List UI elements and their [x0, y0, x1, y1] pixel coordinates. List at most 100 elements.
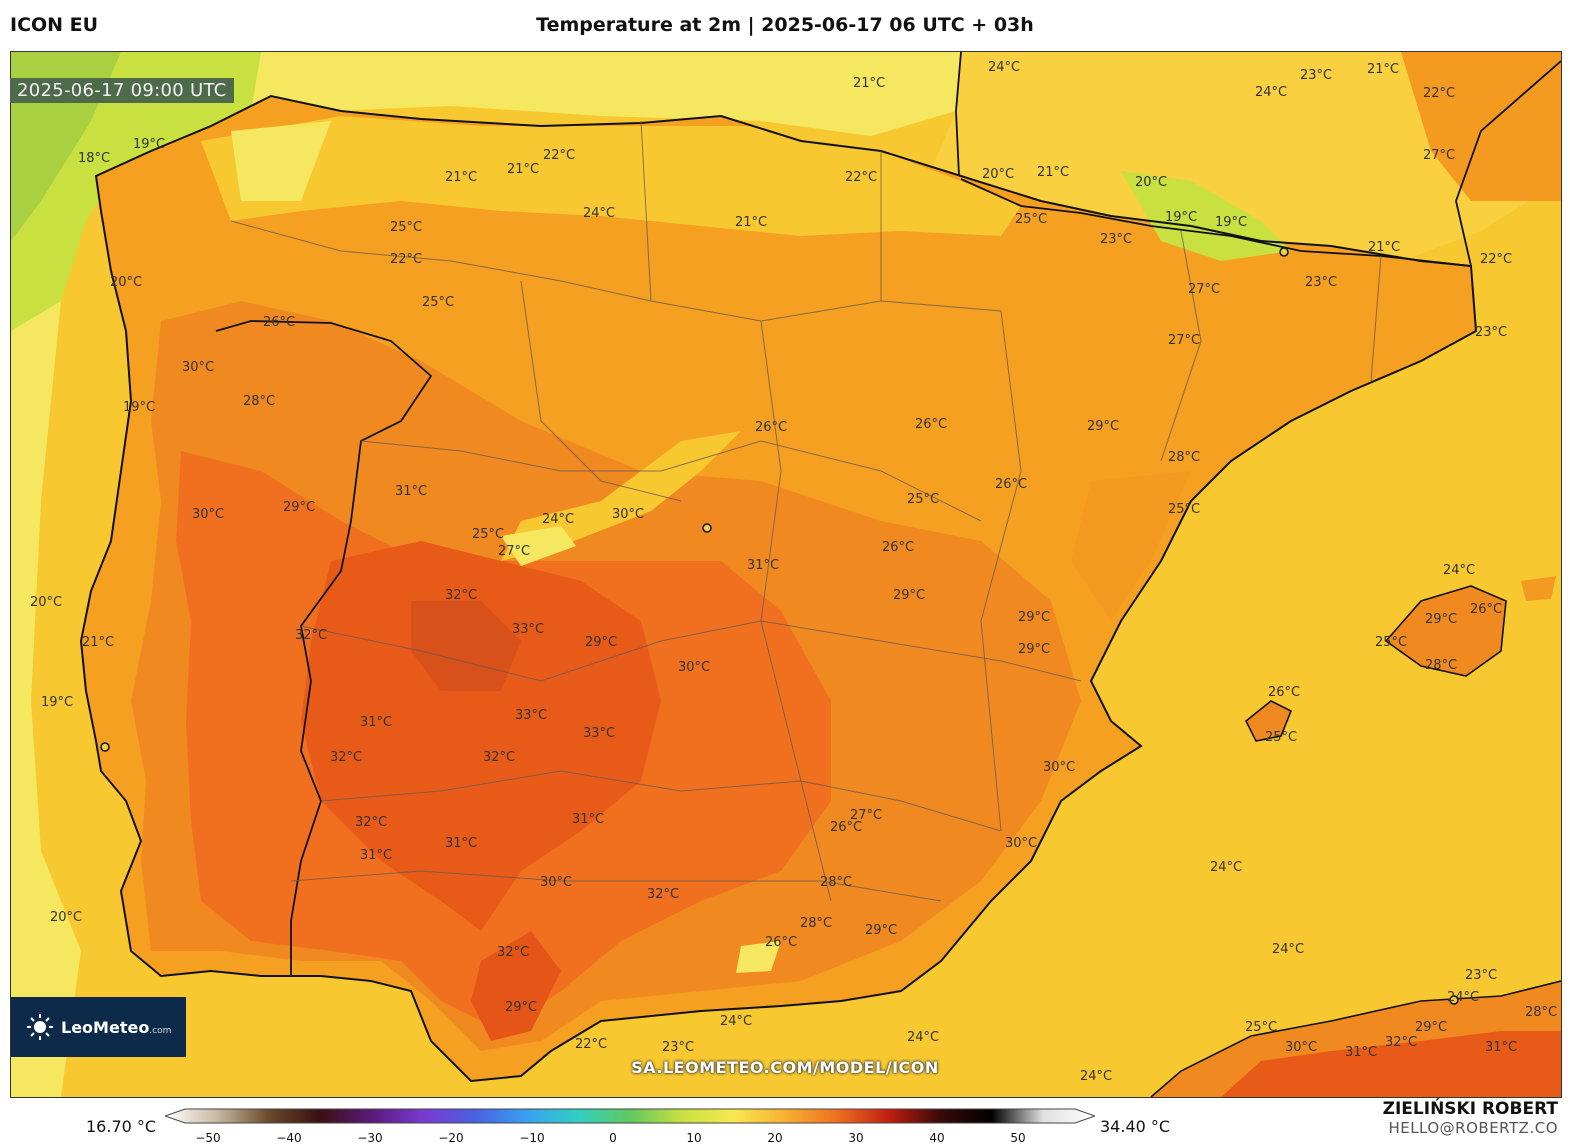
colorbar-tick-label: 20 — [767, 1131, 783, 1145]
colorbar-tick-label: −30 — [357, 1131, 383, 1145]
isotherm-label: 21°C — [1367, 62, 1399, 77]
isotherm-label: 21°C — [445, 170, 477, 185]
isotherm-label: 24°C — [1272, 942, 1304, 957]
colorbar — [165, 1108, 1095, 1124]
isotherm-label: 19°C — [1215, 215, 1247, 230]
isotherm-label: 28°C — [1525, 1005, 1557, 1020]
isotherm-label: 20°C — [1135, 175, 1167, 190]
isotherm-label: 21°C — [507, 162, 539, 177]
city-markers — [100, 247, 1459, 1005]
isotherm-label: 20°C — [110, 275, 142, 290]
france-southeast — [1401, 52, 1561, 201]
isotherm-label: 20°C — [50, 910, 82, 925]
author-email[interactable]: HELLO@ROBERTZ.CO — [1388, 1119, 1558, 1137]
isotherm-label: 22°C — [575, 1037, 607, 1052]
isotherm-label: 25°C — [1375, 635, 1407, 650]
colorbar-max-label: 34.40 °C — [1100, 1117, 1171, 1136]
isotherm-label: 30°C — [612, 507, 644, 522]
isotherm-label: 28°C — [1425, 658, 1457, 673]
mallorca-coast — [1384, 585, 1507, 677]
model-name: ICON EU — [10, 14, 99, 36]
north-africa-hot — [1221, 1031, 1561, 1097]
menorca — [1521, 576, 1556, 601]
isotherm-label: 28°C — [820, 875, 852, 890]
isotherm-label: 27°C — [498, 544, 530, 559]
isotherm-label: 23°C — [1475, 325, 1507, 340]
isotherm-label: 28°C — [1168, 450, 1200, 465]
isotherm-label: 19°C — [133, 137, 165, 152]
isotherm-label: 22°C — [845, 170, 877, 185]
isotherm-label: 23°C — [1305, 275, 1337, 290]
france-west-coast — [955, 52, 962, 177]
isotherm-label: 32°C — [295, 628, 327, 643]
isotherm-label: 21°C — [1368, 240, 1400, 255]
isotherm-label: 29°C — [893, 588, 925, 603]
isotherm-label: 29°C — [1018, 610, 1050, 625]
valid-time-badge: 2025-06-17 09:00 UTC — [10, 78, 234, 103]
isotherm-label: 25°C — [1015, 212, 1047, 227]
isotherm-label: 30°C — [678, 660, 710, 675]
map-canvas: 21°C 24°C 23°C 21°C 24°C 22°C 27°C 19°C 18°C 22°C… — [11, 52, 1561, 1097]
isotherm-label: 29°C — [1425, 612, 1457, 627]
isotherm-label: 26°C — [263, 315, 295, 330]
isotherm-label: 26°C — [755, 420, 787, 435]
isotherm-label: 24°C — [583, 206, 615, 221]
isotherm-label: 31°C — [360, 848, 392, 863]
isotherm-label: 31°C — [360, 715, 392, 730]
isotherm-label: 27°C — [1188, 282, 1220, 297]
isotherm-label: 21°C — [1037, 165, 1069, 180]
isotherm-label: 25°C — [907, 492, 939, 507]
isotherm-label: 27°C — [850, 808, 882, 823]
isotherm-label: 23°C — [1100, 232, 1132, 247]
isotherm-label: 25°C — [390, 220, 422, 235]
isotherm-label: 30°C — [182, 360, 214, 375]
east-coast — [1071, 471, 1191, 621]
isotherm-label: 27°C — [1423, 148, 1455, 163]
sierra-nevada-cool — [736, 941, 781, 973]
isotherm-label: 22°C — [543, 148, 575, 163]
isotherm-label: 26°C — [830, 820, 862, 835]
isotherm-label: 28°C — [800, 916, 832, 931]
isotherm-label: 22°C — [390, 252, 422, 267]
extremadura-core — [411, 601, 521, 691]
isotherm-label: 29°C — [1087, 419, 1119, 434]
isotherm-label: 24°C — [1443, 563, 1475, 578]
logo-text: LeoMeteo.com — [61, 1017, 172, 1037]
isotherm-label: 24°C — [907, 1030, 939, 1045]
isotherm-label: 32°C — [355, 815, 387, 830]
colorbar-min-label: 16.70 °C — [86, 1117, 157, 1136]
africa-coast — [1150, 980, 1561, 1097]
isotherm-label: 30°C — [1043, 760, 1075, 775]
isotherm-label: 26°C — [1470, 602, 1502, 617]
pyrenees-border — [960, 178, 1472, 267]
isotherm-label: 19°C — [41, 695, 73, 710]
isotherm-label: 22°C — [1480, 252, 1512, 267]
regional-borders — [230, 120, 1382, 902]
isotherm-label: 24°C — [988, 60, 1020, 75]
land-hottest — [301, 541, 661, 931]
isotherm-label: 31°C — [395, 484, 427, 499]
isotherm-label: 26°C — [765, 935, 797, 950]
isotherm-label: 22°C — [1423, 86, 1455, 101]
ibiza — [1246, 701, 1291, 741]
isotherm-label: 25°C — [472, 527, 504, 542]
isotherm-label: 24°C — [1255, 85, 1287, 100]
isotherm-label: 26°C — [995, 477, 1027, 492]
isotherm-label: 21°C — [82, 635, 114, 650]
ibiza-coast — [1244, 700, 1293, 742]
temperature-map[interactable]: 21°C 24°C 23°C 21°C 24°C 22°C 27°C 19°C 18°C 22°C… — [10, 51, 1562, 1098]
isotherm-label: 24°C — [720, 1014, 752, 1029]
isotherm-label: 31°C — [747, 558, 779, 573]
colorbar-tick-label: −20 — [438, 1131, 464, 1145]
leometeo-logo: LeoMeteo.com — [11, 997, 186, 1057]
portugal-spain-border — [215, 320, 433, 976]
isotherm-label: 26°C — [882, 540, 914, 555]
isotherm-label: 23°C — [1465, 968, 1497, 983]
isotherm-label: 25°C — [1245, 1020, 1277, 1035]
isotherm-label: 32°C — [445, 588, 477, 603]
madrid-marker — [702, 523, 712, 533]
source-url: SA.LEOMETEO.COM/MODEL/ICON — [631, 1058, 939, 1077]
isotherm-label: 29°C — [865, 923, 897, 938]
mallorca — [1386, 586, 1506, 676]
isotherm-label: 29°C — [585, 635, 617, 650]
